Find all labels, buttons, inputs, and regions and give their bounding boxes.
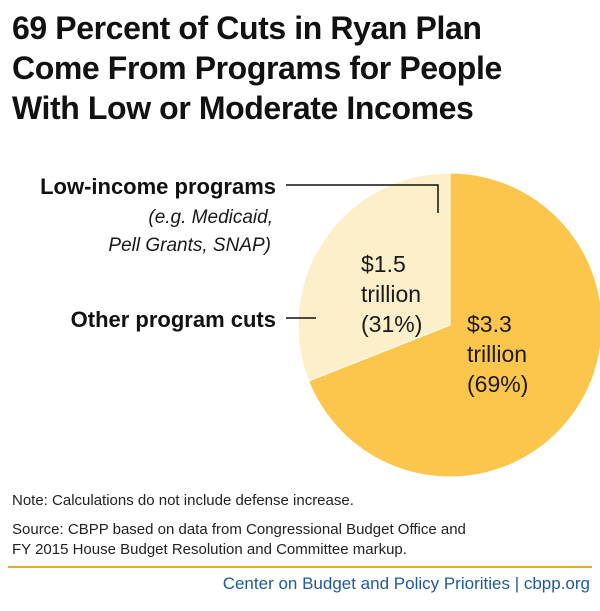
- data-label-low-income: (69%): [467, 371, 528, 397]
- chart-title: 69 Percent of Cuts in Ryan Plan Come Fro…: [12, 8, 592, 128]
- data-label-low-income: trillion: [467, 341, 527, 367]
- data-label-other-cuts: $1.5: [361, 251, 406, 277]
- data-label-low-income: $3.3: [467, 311, 512, 337]
- title-line: With Low or Moderate Incomes: [12, 90, 474, 126]
- legend-label-low-income: Low-income programs: [40, 174, 276, 199]
- legend-sublabel-low-income: Pell Grants, SNAP): [108, 235, 271, 256]
- source-line: Source: CBPP based on data from Congress…: [12, 521, 466, 538]
- pie-slice-other-cuts: [297, 172, 451, 382]
- data-label-other-cuts: (31%): [361, 311, 422, 337]
- data-label-other-cuts: trillion: [361, 281, 421, 307]
- footer-credit: Center on Budget and Policy Priorities |…: [222, 574, 590, 593]
- pie-slice-low-income: [308, 172, 600, 478]
- title-line: 69 Percent of Cuts in Ryan Plan: [12, 10, 482, 46]
- legend-label-other-cuts: Other program cuts: [71, 307, 276, 332]
- title-line: Come From Programs for People: [12, 50, 502, 86]
- chart-source: Source: CBPP based on data from Congress…: [12, 520, 592, 560]
- footer-divider: [8, 566, 592, 568]
- leader-line-low-income: [286, 184, 439, 213]
- legend-sublabel-low-income: (e.g. Medicaid,: [148, 207, 273, 228]
- source-line: FY 2015 House Budget Resolution and Comm…: [12, 541, 407, 558]
- pie-chart: Low-income programs (e.g. Medicaid, Pell…: [40, 172, 600, 478]
- chart-note: Note: Calculations do not include defens…: [12, 492, 354, 509]
